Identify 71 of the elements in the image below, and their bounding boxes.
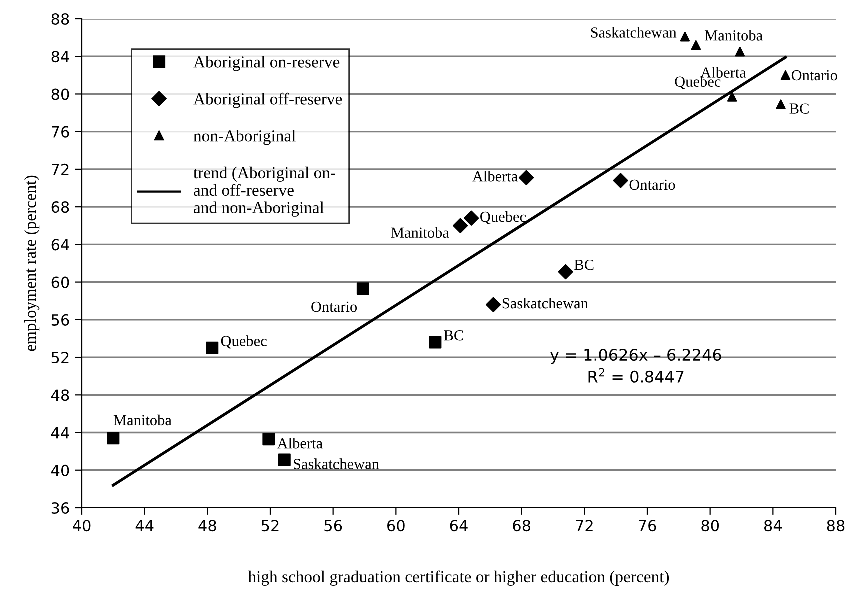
annotation: Quebec — [221, 336, 267, 349]
x-tick-label: 76 — [639, 520, 656, 532]
y-tick-label: 60 — [52, 276, 70, 288]
annotation: Manitoba — [391, 227, 450, 238]
annotation: Manitoba — [114, 414, 172, 426]
y-tick-label: 64 — [52, 239, 70, 251]
x-tick-label: 68 — [513, 520, 531, 532]
point — [680, 32, 690, 42]
point — [453, 218, 468, 234]
legend-label: non-Aboriginal — [194, 130, 296, 146]
annotation: Ontario — [312, 302, 358, 312]
y-tick-label: 56 — [52, 314, 70, 326]
annotation: Quebec — [480, 211, 526, 225]
annotation: Saskatchewan — [591, 27, 677, 38]
annotation: Alberta — [277, 438, 323, 449]
y-tick-label: 80 — [52, 88, 70, 100]
annotation: Alberta — [700, 67, 746, 78]
point — [206, 342, 219, 354]
point — [429, 336, 442, 349]
x-tick-label: 56 — [324, 520, 342, 532]
point — [691, 40, 702, 50]
point — [262, 433, 276, 446]
annotation: Ontario — [792, 70, 838, 81]
point — [464, 210, 480, 226]
annotation: BC — [574, 260, 594, 270]
point — [780, 70, 791, 80]
x-tick-label: 88 — [827, 520, 845, 532]
point — [735, 47, 746, 57]
x-tick-label: 48 — [198, 520, 216, 532]
y-tick-label: 68 — [52, 202, 70, 214]
x-tick-label: 44 — [136, 520, 154, 532]
annotation: Manitoba — [704, 30, 763, 41]
x-tick-label: 72 — [576, 520, 593, 532]
annotation: R$^{2}$ = 0.8447 — [588, 368, 684, 383]
x-tick-label: 60 — [388, 520, 405, 532]
y-tick-label: 44 — [52, 427, 70, 439]
y-tick-label: 52 — [52, 352, 69, 364]
x-axis-title: high school graduation certificate or higher education (percent) — [248, 570, 670, 586]
x-tick-label: 80 — [702, 520, 720, 532]
point — [107, 432, 120, 445]
y-axis-title: employment rate (percent) — [24, 176, 40, 352]
annotation: Saskatchewan — [502, 298, 588, 309]
annotation: Alberta — [472, 170, 518, 182]
annotation: Quebec — [675, 76, 721, 90]
point — [558, 264, 574, 280]
y-tick-label: 88 — [52, 13, 70, 26]
y-tick-label: 36 — [52, 502, 70, 514]
point — [278, 454, 291, 466]
annotation: Ontario — [630, 180, 676, 190]
annotation: Saskatchewan — [294, 458, 380, 470]
point — [776, 100, 786, 110]
y-tick-label: 76 — [52, 126, 70, 138]
point — [727, 92, 738, 102]
x-tick-label: 64 — [450, 520, 468, 532]
x-tick-label: 52 — [262, 520, 279, 532]
y-tick-label: 72 — [52, 164, 69, 176]
y-tick-label: 84 — [52, 51, 70, 63]
annotation: BC — [444, 330, 464, 341]
point — [356, 282, 370, 296]
x-tick-label: 84 — [764, 520, 782, 532]
point — [518, 170, 534, 186]
x-tick-label: 40 — [73, 520, 91, 532]
annotation: BC — [790, 104, 809, 114]
legend-label: Aboriginal off-reserve — [194, 92, 342, 108]
legend-label: trend (Aboriginal on- and off-reserve and non-Aboriginal — [194, 166, 336, 217]
legend-label: Aboriginal on-reserve — [194, 56, 340, 72]
y-tick-label: 40 — [52, 464, 70, 476]
point — [613, 173, 628, 188]
annotation: y = 1.0626x – 6.2246 — [550, 348, 722, 364]
y-tick-label: 48 — [52, 390, 70, 402]
point — [486, 297, 502, 312]
